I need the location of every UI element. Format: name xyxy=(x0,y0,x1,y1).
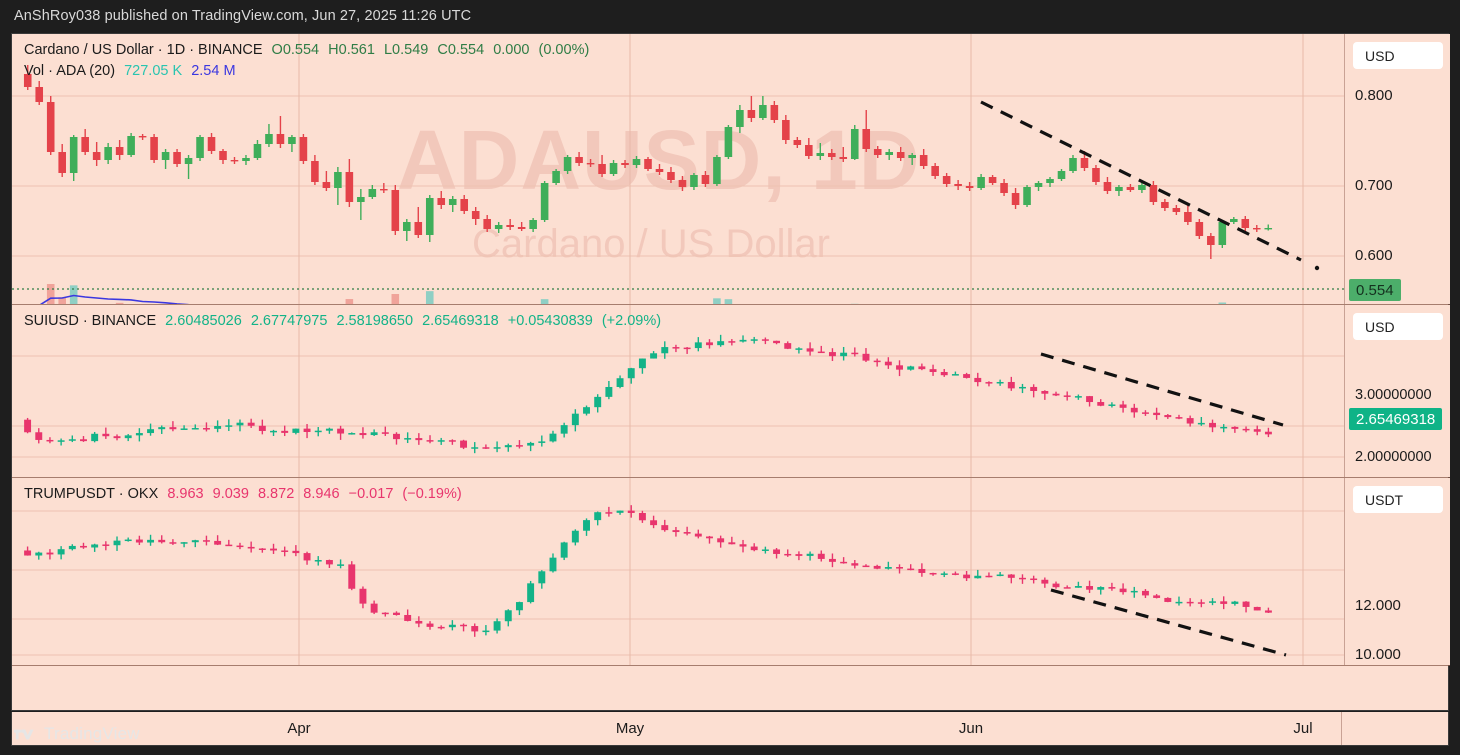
legend-open-ada: O0.554 xyxy=(271,42,320,58)
legend-symbol-trump[interactable]: TRUMPUSDT · OKX xyxy=(24,486,159,502)
legend-symbol-sui[interactable]: SUIUSD · BINANCE xyxy=(24,313,157,329)
legend-change-pct-ada: (0.00%) xyxy=(538,42,590,58)
currency-badge-trump[interactable]: USDT xyxy=(1353,486,1443,513)
currency-badge-sui[interactable]: USD xyxy=(1353,313,1443,340)
legend-change-sui: +0.05430839 xyxy=(507,313,593,329)
pane-ada[interactable]: ADAUSD, 1D Cardano / US Dollar Cardano /… xyxy=(12,34,1450,304)
chart-overlay-sui xyxy=(12,305,1344,477)
chart-overlay-ada xyxy=(12,34,1344,304)
price-tick-ada-0: 0.800 xyxy=(1355,87,1393,104)
legend-high-ada: H0.561 xyxy=(328,42,375,58)
legend-open-sui: 2.60485026 xyxy=(165,313,242,329)
legend-open-trump: 8.963 xyxy=(167,486,204,502)
currency-badge-ada[interactable]: USD xyxy=(1353,42,1443,69)
price-tick-sui-0: 3.00000000 xyxy=(1355,387,1432,403)
time-label-jul: Jul xyxy=(1293,720,1313,737)
publish-info-text: AnShRoy038 published on TradingView.com,… xyxy=(14,8,472,24)
price-scale-ada[interactable]: USD 0.800 0.700 0.600 0.500 0.554 xyxy=(1344,34,1450,304)
pane-separator-0[interactable] xyxy=(12,304,1450,305)
legend-sui[interactable]: SUIUSD · BINANCE 2.60485026 2.67747975 2… xyxy=(24,312,661,331)
time-axis-divider xyxy=(1341,712,1342,745)
plot-area-sui[interactable] xyxy=(12,305,1344,477)
legend-indicator-volume[interactable]: Vol · ADA (20) xyxy=(24,63,116,79)
legend-ada[interactable]: Cardano / US Dollar · 1D · BINANCE O0.55… xyxy=(24,41,589,81)
price-tick-trump-1: 10.000 xyxy=(1355,646,1401,663)
legend-change-pct-sui: (+2.09%) xyxy=(601,313,662,329)
legend-low-ada: L0.549 xyxy=(383,42,429,58)
price-tick-trump-0: 12.000 xyxy=(1355,597,1401,614)
footer-branding[interactable]: TradingView xyxy=(14,724,140,744)
legend-low-sui: 2.58198650 xyxy=(336,313,414,329)
price-scale-trump[interactable]: USDT 12.000 10.000 8.946 xyxy=(1344,478,1450,665)
legend-high-trump: 9.039 xyxy=(212,486,249,502)
plot-area-trump[interactable] xyxy=(12,478,1344,665)
price-scale-sui[interactable]: USD 3.00000000 2.00000000 2.65469318 xyxy=(1344,305,1450,477)
price-tick-ada-1: 0.700 xyxy=(1355,177,1393,194)
time-label-apr: Apr xyxy=(287,720,311,737)
legend-change-pct-trump: (−0.19%) xyxy=(402,486,462,502)
pane-separator-2[interactable] xyxy=(12,665,1450,666)
time-label-jun: Jun xyxy=(958,720,984,737)
price-tick-ada-2: 0.600 xyxy=(1355,247,1393,264)
tradingview-wordmark: TradingView xyxy=(44,724,140,743)
legend-change-ada: 0.000 xyxy=(493,42,530,58)
legend-volume-ma-value: 2.54 M xyxy=(191,63,236,79)
legend-close-sui: 2.65469318 xyxy=(422,313,499,329)
pane-separator-1[interactable] xyxy=(12,477,1450,478)
time-label-may: May xyxy=(615,720,645,737)
legend-volume-value: 727.05 K xyxy=(124,63,183,79)
last-price-badge-sui[interactable]: 2.65469318 xyxy=(1349,408,1443,430)
legend-symbol-ada[interactable]: Cardano / US Dollar · 1D · BINANCE xyxy=(24,42,263,58)
chart-frame: ADAUSD, 1D Cardano / US Dollar Cardano /… xyxy=(11,33,1450,711)
tradingview-logo-icon xyxy=(14,729,34,739)
legend-high-sui: 2.67747975 xyxy=(250,313,328,329)
legend-change-trump: −0.017 xyxy=(348,486,394,502)
chart-overlay-trump xyxy=(12,478,1344,665)
publish-info-bar: AnShRoy038 published on TradingView.com,… xyxy=(0,0,1460,32)
price-tick-sui-1: 2.00000000 xyxy=(1355,449,1432,465)
legend-close-ada: C0.554 xyxy=(437,42,485,58)
legend-low-trump: 8.872 xyxy=(257,486,295,502)
pane-sui[interactable]: SUIUSD · BINANCE 2.60485026 2.67747975 2… xyxy=(12,305,1450,477)
legend-trump[interactable]: TRUMPUSDT · OKX 8.963 9.039 8.872 8.946 … xyxy=(24,485,462,504)
time-axis[interactable]: Apr May Jun Jul xyxy=(11,712,1449,746)
last-price-badge-ada[interactable]: 0.554 xyxy=(1349,279,1401,301)
pane-trump[interactable]: TRUMPUSDT · OKX 8.963 9.039 8.872 8.946 … xyxy=(12,478,1450,665)
legend-close-trump: 8.946 xyxy=(303,486,340,502)
